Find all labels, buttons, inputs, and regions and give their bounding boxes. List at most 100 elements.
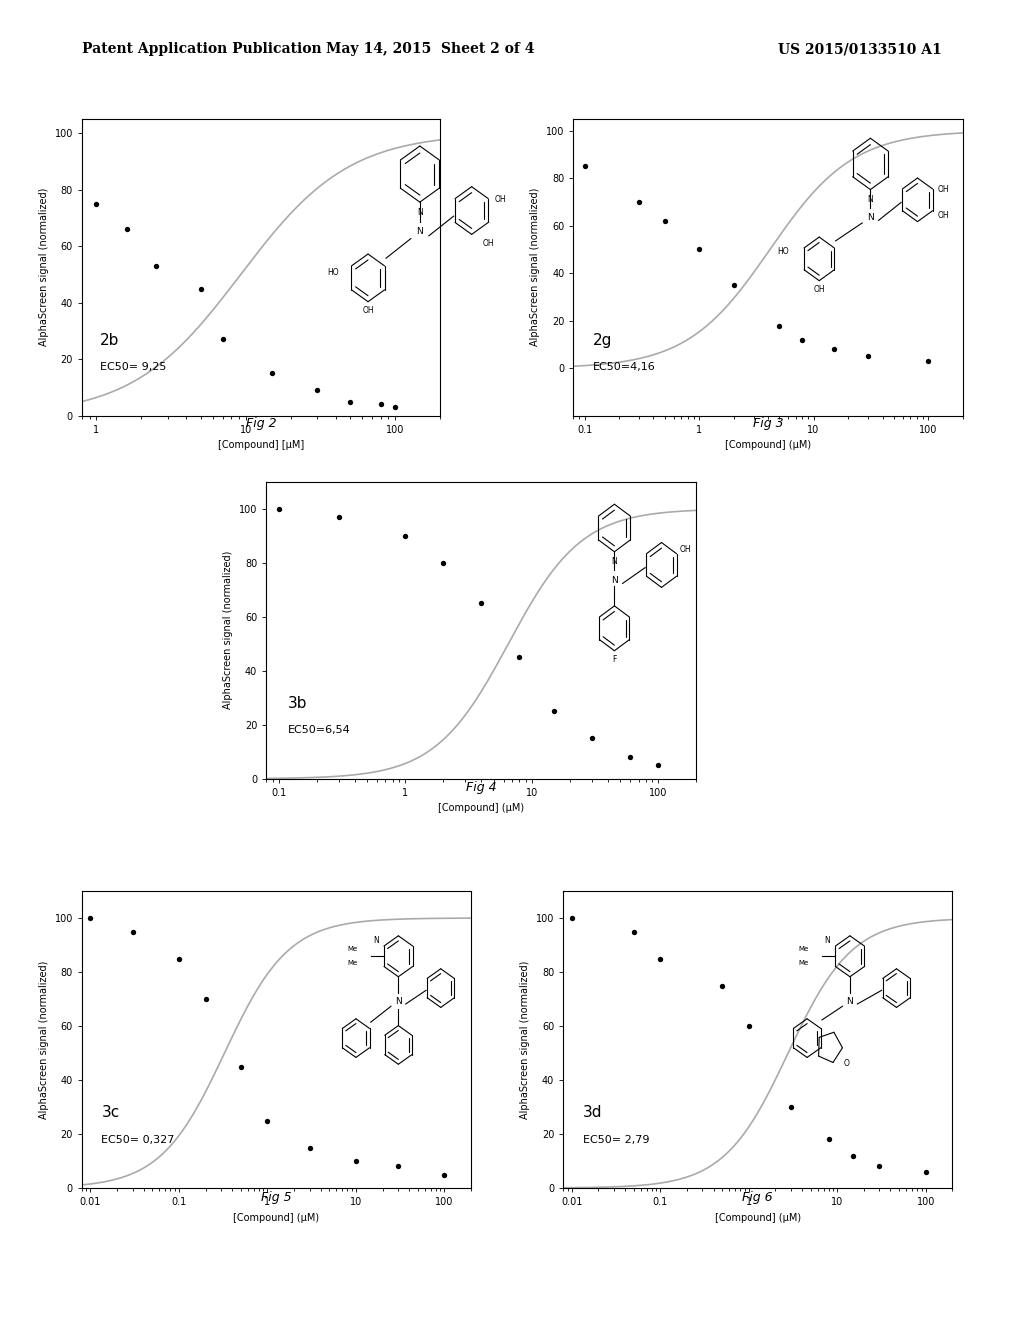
Point <box>740 1015 757 1036</box>
Y-axis label: AlphaScreen signal (normalized): AlphaScreen signal (normalized) <box>223 552 233 709</box>
Point <box>725 275 741 296</box>
Text: N: N <box>867 194 873 203</box>
Point <box>771 315 787 337</box>
Point <box>309 380 326 401</box>
Point <box>387 397 403 418</box>
Point <box>626 921 642 942</box>
Text: HO: HO <box>327 268 339 277</box>
Point <box>171 948 187 969</box>
Text: Fig 5: Fig 5 <box>261 1191 292 1204</box>
Text: EC50= 0,327: EC50= 0,327 <box>101 1134 175 1144</box>
Point <box>652 948 669 969</box>
Point <box>125 921 141 942</box>
X-axis label: [Compound] (µM): [Compound] (µM) <box>438 804 524 813</box>
Text: OH: OH <box>938 211 949 219</box>
Text: OH: OH <box>495 195 506 203</box>
Text: Me: Me <box>347 960 357 966</box>
Point <box>82 907 98 928</box>
Point <box>373 393 389 414</box>
Text: Me: Me <box>799 946 809 953</box>
Point <box>259 1110 275 1131</box>
Point <box>782 1097 799 1118</box>
Point <box>342 391 358 412</box>
Text: F: F <box>612 655 616 664</box>
Text: Me: Me <box>799 960 809 966</box>
Point <box>918 1162 934 1183</box>
Point <box>397 525 414 546</box>
Y-axis label: AlphaScreen signal (normalized): AlphaScreen signal (normalized) <box>530 189 541 346</box>
Point <box>88 193 104 214</box>
X-axis label: [Compound] (µM): [Compound] (µM) <box>725 441 811 450</box>
Text: Me: Me <box>347 946 357 953</box>
Text: EC50= 2,79: EC50= 2,79 <box>583 1134 649 1144</box>
Point <box>820 1129 837 1150</box>
Text: N: N <box>847 997 853 1006</box>
Text: Fig 6: Fig 6 <box>742 1191 773 1204</box>
Point <box>436 1164 453 1185</box>
Text: EC50= 9,25: EC50= 9,25 <box>100 362 166 372</box>
Point <box>795 329 811 350</box>
Text: N: N <box>824 936 830 945</box>
X-axis label: [Compound] [µM]: [Compound] [µM] <box>218 441 304 450</box>
Text: OH: OH <box>813 285 825 293</box>
Text: EC50=4,16: EC50=4,16 <box>593 362 655 372</box>
Point <box>331 507 347 528</box>
Text: EC50=6,54: EC50=6,54 <box>288 726 350 735</box>
Text: N: N <box>395 997 401 1006</box>
Text: N: N <box>611 576 617 585</box>
Text: N: N <box>417 207 423 216</box>
X-axis label: [Compound] (µM): [Compound] (µM) <box>715 1213 801 1222</box>
Text: OH: OH <box>938 185 949 194</box>
Point <box>193 279 209 300</box>
Point <box>473 593 489 614</box>
Text: 3b: 3b <box>288 696 307 710</box>
Text: N: N <box>867 213 873 222</box>
Point <box>845 1144 861 1166</box>
Point <box>714 975 730 997</box>
Point <box>198 989 214 1010</box>
Point <box>119 219 135 240</box>
Text: Patent Application Publication: Patent Application Publication <box>82 42 322 57</box>
Point <box>511 647 527 668</box>
Point <box>435 552 452 573</box>
Text: May 14, 2015  Sheet 2 of 4: May 14, 2015 Sheet 2 of 4 <box>326 42 535 57</box>
Point <box>232 1056 249 1077</box>
Text: Fig 3: Fig 3 <box>753 417 783 430</box>
Point <box>584 727 600 748</box>
Point <box>860 346 877 367</box>
Point <box>390 1156 407 1177</box>
Y-axis label: AlphaScreen signal (normalized): AlphaScreen signal (normalized) <box>39 189 49 346</box>
Point <box>577 156 593 177</box>
Text: Fig 4: Fig 4 <box>466 781 497 795</box>
Text: US 2015/0133510 A1: US 2015/0133510 A1 <box>778 42 942 57</box>
Point <box>691 239 708 260</box>
Text: N: N <box>374 936 379 945</box>
Text: O: O <box>843 1059 849 1068</box>
Point <box>348 1151 365 1172</box>
Point <box>270 498 287 519</box>
Text: 2g: 2g <box>593 333 612 347</box>
Y-axis label: AlphaScreen signal (normalized): AlphaScreen signal (normalized) <box>39 961 49 1118</box>
Text: OH: OH <box>680 545 691 553</box>
Text: OH: OH <box>483 239 495 248</box>
Point <box>147 255 164 276</box>
X-axis label: [Compound] (µM): [Compound] (µM) <box>233 1213 319 1222</box>
Text: 3c: 3c <box>101 1105 120 1119</box>
Point <box>301 1137 317 1158</box>
Point <box>920 351 936 372</box>
Text: N: N <box>417 227 423 236</box>
Point <box>871 1156 888 1177</box>
Point <box>825 339 842 360</box>
Point <box>656 210 673 231</box>
Text: 2b: 2b <box>100 333 119 347</box>
Text: Fig 2: Fig 2 <box>246 417 276 430</box>
Text: 3d: 3d <box>583 1105 602 1119</box>
Point <box>214 329 230 350</box>
Point <box>650 755 667 776</box>
Point <box>622 747 638 768</box>
Text: N: N <box>611 557 617 566</box>
Text: OH: OH <box>362 306 374 315</box>
Point <box>264 363 281 384</box>
Point <box>631 191 647 213</box>
Point <box>563 907 580 928</box>
